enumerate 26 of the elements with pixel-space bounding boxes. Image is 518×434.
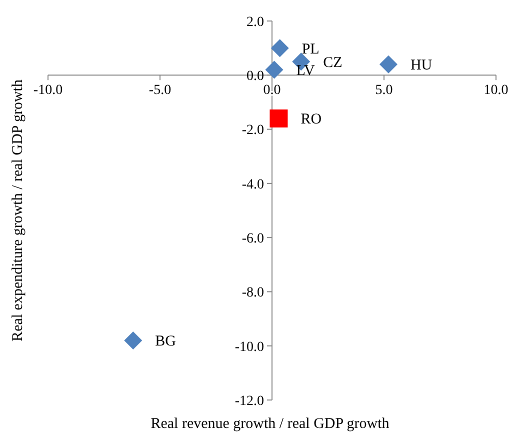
x-tick-label: 5.0 <box>375 83 393 98</box>
x-tick-label: -5.0 <box>148 83 172 98</box>
y-tick-label: -6.0 <box>242 231 264 246</box>
point <box>379 55 398 74</box>
x-tick-label: 0.0 <box>263 83 281 98</box>
y-tick-label: -2.0 <box>242 123 264 138</box>
x-tick-label: 10.0 <box>484 83 508 98</box>
annotation: HU <box>410 58 432 74</box>
annotation: PL <box>302 41 320 58</box>
annotation: CZ <box>323 54 342 71</box>
y-tick-label: 0.0 <box>246 69 264 84</box>
point <box>265 60 284 79</box>
y-tick-label: 2.0 <box>246 14 264 30</box>
annotation: BG <box>155 334 176 350</box>
y-axis-title: Real expenditure growth / real GDP growth <box>10 79 26 342</box>
x-axis-title: Real revenue growth / real GDP growth <box>150 416 390 432</box>
y-tick-label: -12.0 <box>234 394 264 409</box>
y-tick-label: -4.0 <box>242 177 264 192</box>
point <box>270 39 289 58</box>
point <box>270 109 288 128</box>
x-tick-label: -10.0 <box>33 83 63 98</box>
y-tick-label: -10.0 <box>234 340 264 355</box>
annotation: RO <box>300 112 322 128</box>
y-tick-label: -8.0 <box>242 286 264 301</box>
point <box>124 331 142 350</box>
annotation: LV <box>296 62 316 79</box>
